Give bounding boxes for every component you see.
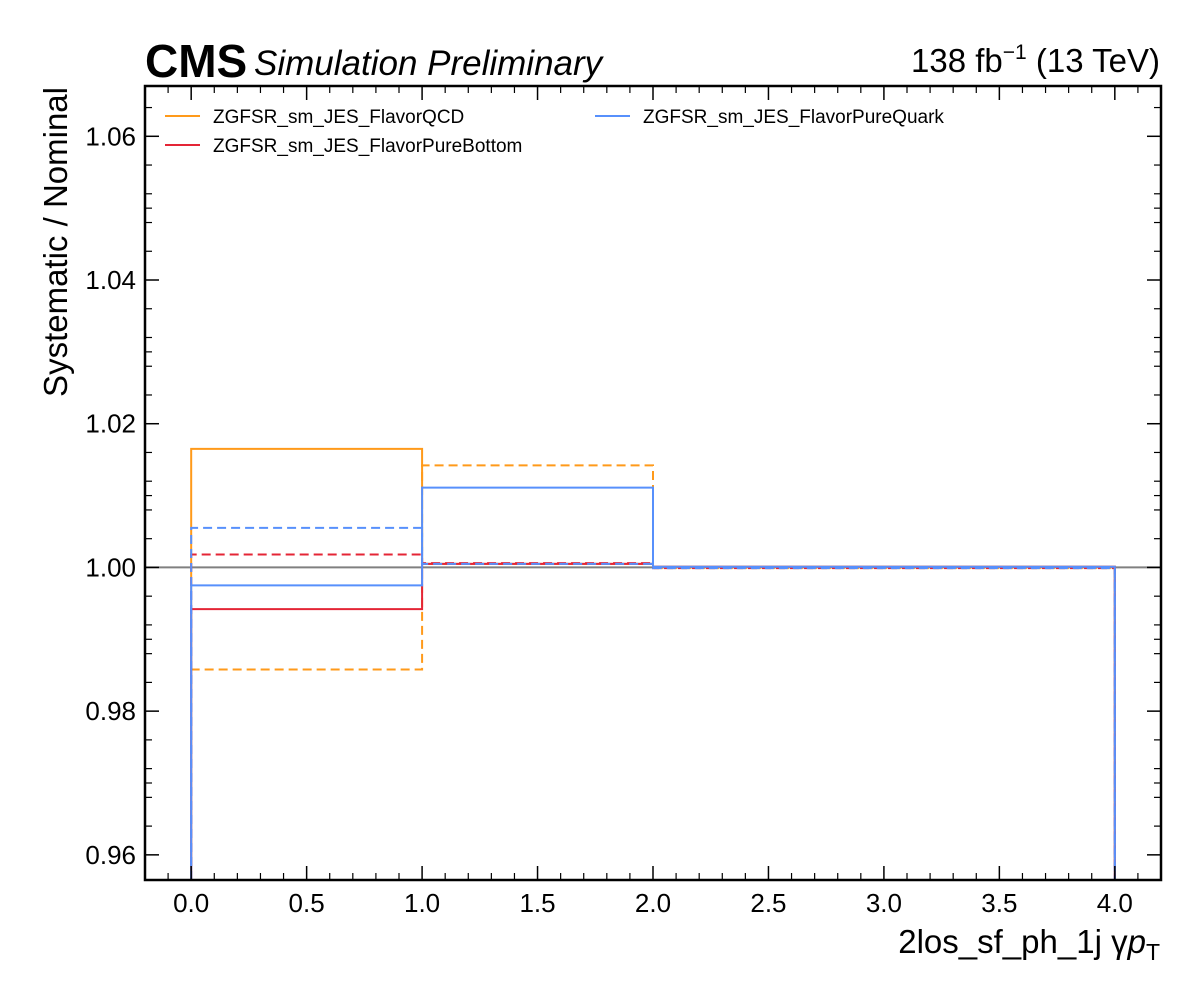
series-layer bbox=[190, 447, 1116, 880]
y-tick-label: 0.96 bbox=[85, 840, 136, 870]
series-step-line-4 bbox=[190, 486, 1116, 880]
series-step-line-2 bbox=[190, 562, 1116, 880]
legend-label: ZGFSR_sm_JES_FlavorQCD bbox=[213, 107, 464, 128]
series-step-line-3 bbox=[190, 553, 1116, 880]
x-tick-label: 3.0 bbox=[866, 888, 902, 918]
legend: ZGFSR_sm_JES_FlavorQCD ZGFSR_sm_JES_Flavo… bbox=[165, 107, 944, 157]
y-tick-label: 1.02 bbox=[85, 409, 136, 439]
x-tick-label: 1.5 bbox=[519, 888, 555, 918]
x-tick-label: 0.5 bbox=[289, 888, 325, 918]
lumi-label: 138 fb−1 (13 TeV) bbox=[911, 41, 1160, 79]
x-tick-label: 4.0 bbox=[1097, 888, 1133, 918]
simulation-label: Simulation Preliminary bbox=[254, 44, 605, 83]
y-tick-label: 1.06 bbox=[85, 121, 136, 151]
x-tick-label: 1.0 bbox=[404, 888, 440, 918]
y-tick-label: 1.00 bbox=[85, 552, 136, 582]
legend-label: ZGFSR_sm_JES_FlavorPureBottom bbox=[213, 136, 522, 157]
x-tick-label: 2.5 bbox=[750, 888, 786, 918]
x-tick-label: 3.5 bbox=[981, 888, 1017, 918]
y-tick-label: 1.04 bbox=[85, 265, 136, 295]
legend-label: ZGFSR_sm_JES_FlavorPureQuark bbox=[643, 107, 944, 128]
plot-frame bbox=[143, 84, 1163, 882]
series-step-line-5 bbox=[190, 526, 1116, 880]
x-tick-label: 0.0 bbox=[173, 888, 209, 918]
cms-label: CMS bbox=[145, 35, 247, 87]
x-axis-label: 2los_sf_ph_1j γpT bbox=[898, 923, 1160, 965]
tick-layer: 0.0 0.5 1.0 1.5 2.0 2.5 3.0 3.5 4.0 0.96 0.98 1.00 1… bbox=[85, 86, 1161, 918]
y-tick-label: 0.98 bbox=[85, 696, 136, 726]
x-tick-label: 2.0 bbox=[635, 888, 671, 918]
y-axis-label: Systematic / Nominal bbox=[37, 87, 74, 397]
